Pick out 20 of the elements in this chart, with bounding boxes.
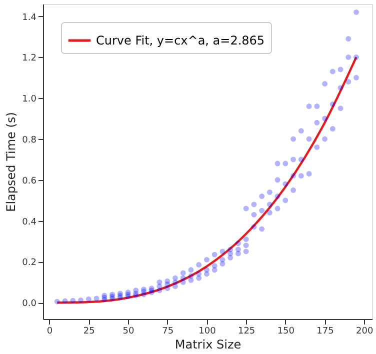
x-tick-label: 200 [356,326,374,336]
x-axis-title: Matrix Size [174,338,242,352]
y-tick-label: 1.0 [22,94,37,105]
y-tick-label: 1.4 [22,12,37,23]
y-tick-label: 1.2 [22,54,36,64]
y-tick-label: 0.4 [22,217,37,228]
y-tick-label: 0.0 [22,299,37,310]
x-tick-label: 150 [277,326,295,336]
x-tick-label: 0 [46,326,53,336]
x-tick-label: 125 [238,326,256,336]
x-tick-label: 100 [198,326,216,336]
y-axis-title: Elapsed Time (s) [4,112,18,212]
y-tick-label: 0.6 [22,176,37,186]
x-tick-label: 75 [162,326,174,336]
x-tick-label: 50 [122,326,135,336]
legend-label: Curve Fit, y=cx^a, a=2.865 [96,34,265,48]
x-tick-label: 175 [316,326,334,336]
y-tick-label: 0.8 [22,136,37,146]
x-tick-label: 25 [83,326,95,336]
y-tick-label: 0.2 [22,258,36,268]
